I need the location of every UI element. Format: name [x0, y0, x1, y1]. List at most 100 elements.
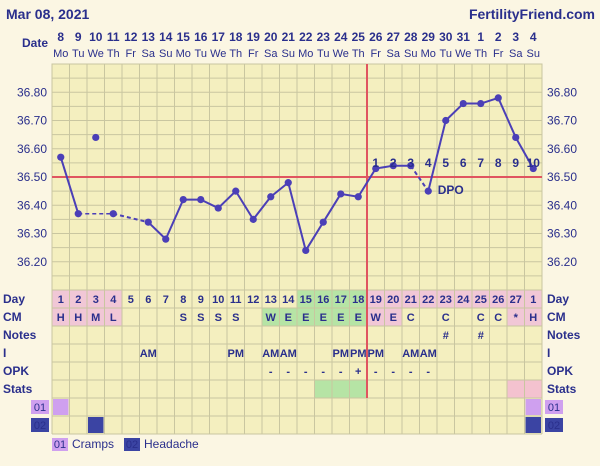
cm-value: S: [180, 312, 187, 324]
cm-cell-fill: [349, 308, 367, 326]
y-tick-label: 36.60: [547, 142, 577, 156]
date-number: 22: [299, 30, 313, 44]
date-number: 25: [352, 30, 366, 44]
y-tick-label: 36.40: [547, 198, 577, 212]
cycle-day: 24: [457, 294, 470, 306]
temp-segment: [304, 221, 325, 251]
temp-segment: [59, 156, 80, 215]
cm-value: H: [74, 312, 82, 324]
day-cell-fill: [524, 290, 542, 308]
temp-point: [179, 196, 187, 204]
cm-value: *: [514, 312, 519, 324]
intercourse-mark: AM: [280, 348, 297, 360]
dpo-number: 3: [407, 156, 414, 170]
legend-label: Headache: [144, 437, 199, 451]
weekday-label: Sa: [387, 48, 401, 60]
weekday-label: We: [333, 48, 349, 60]
weekday-label: Th: [107, 48, 120, 60]
cm-value: W: [371, 312, 382, 324]
date-number: 27: [387, 30, 401, 44]
cm-row-label: CM: [547, 310, 566, 324]
cm-value: E: [337, 312, 344, 324]
cm-cell-fill: [52, 308, 70, 326]
cycle-day: 20: [387, 294, 399, 306]
cm-value: E: [285, 312, 292, 324]
weekday-label: Su: [527, 48, 540, 60]
cm-cell-fill: [524, 308, 542, 326]
cycle-day: 21: [405, 294, 417, 306]
opk-result: +: [355, 366, 361, 378]
day-cell-fill: [52, 290, 70, 308]
weekday-label: Fr: [248, 48, 259, 60]
day-cell-fill: [472, 290, 490, 308]
cycle-day: 1: [58, 294, 64, 306]
weekday-label: We: [455, 48, 471, 60]
cycle-day: 9: [198, 294, 204, 306]
cycle-day: 8: [180, 294, 186, 306]
temp-segment: [357, 167, 377, 198]
date-number: 3: [512, 30, 519, 44]
temp-segment: [427, 120, 447, 192]
sym1-row-label: 01: [548, 402, 560, 414]
date-number: 15: [177, 30, 191, 44]
date-number: 4: [530, 30, 537, 44]
day-cell-fill: [297, 290, 315, 308]
weekday-label: We: [210, 48, 226, 60]
date-number: 17: [212, 30, 226, 44]
temp-point: [442, 116, 450, 125]
sym2-row-label: 02: [34, 420, 46, 432]
cycle-day: 3: [93, 294, 99, 306]
headache-mark: [88, 417, 104, 433]
stats-cell-fill: [332, 380, 350, 398]
temp-segment: [113, 212, 149, 224]
day-cell-fill: [69, 290, 87, 308]
weekday-label: Su: [404, 48, 417, 60]
date-number: 16: [194, 30, 208, 44]
temp-segment: [234, 190, 255, 220]
temp-point: [197, 196, 205, 204]
cm-value: H: [529, 312, 537, 324]
date-number: 31: [457, 30, 471, 44]
weekday-label: Th: [352, 48, 365, 60]
i-row-label: I: [3, 346, 6, 360]
date-number: 20: [264, 30, 278, 44]
weekday-label: Sa: [264, 48, 278, 60]
temp-point: [372, 164, 380, 173]
temp-point: [407, 162, 415, 170]
cycle-day: 10: [212, 294, 224, 306]
legend-swatch: [124, 438, 140, 451]
date-number: 13: [142, 30, 156, 44]
cycle-day: 2: [75, 294, 81, 306]
day-cell-fill: [437, 290, 455, 308]
day-cell-fill: [332, 290, 350, 308]
temp-point: [284, 179, 292, 187]
y-tick-label: 36.70: [17, 114, 47, 128]
temp-point: [319, 218, 327, 226]
temp-point: [144, 218, 152, 226]
cycle-day: 7: [163, 294, 169, 306]
temp-point: [389, 162, 397, 170]
sym2-row-label: 02: [548, 420, 560, 432]
cm-cell-fill: [332, 308, 350, 326]
cm-value: E: [355, 312, 362, 324]
weekday-label: Sa: [142, 48, 156, 60]
dpo-number: 6: [460, 156, 467, 170]
weekday-label: Tu: [72, 48, 84, 60]
cycle-day: 1: [530, 294, 536, 306]
intercourse-mark: AM: [262, 348, 279, 360]
cm-cell-fill: [384, 308, 402, 326]
y-tick-label: 36.80: [17, 85, 47, 99]
temp-point: [494, 94, 502, 102]
cm-value: E: [320, 312, 327, 324]
temp-segment: [514, 136, 535, 170]
date-number: 11: [107, 30, 120, 44]
weekday-label: Mo: [421, 48, 436, 60]
temp-segment: [217, 190, 237, 209]
day-row-label: Day: [3, 292, 25, 306]
date-number: 30: [439, 30, 453, 44]
day-cell-fill: [384, 290, 402, 308]
dpo-number: 5: [442, 156, 449, 170]
cm-cell-fill: [262, 308, 280, 326]
day-cell-fill: [489, 290, 507, 308]
